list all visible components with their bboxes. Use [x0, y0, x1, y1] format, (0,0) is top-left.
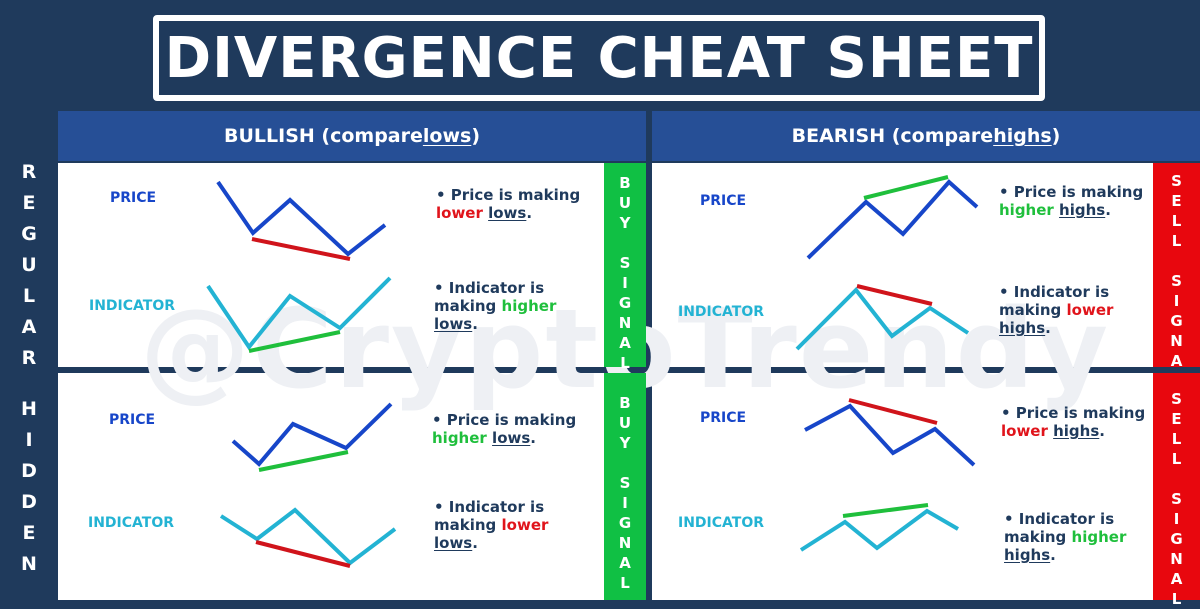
trendline-green-regular-bearish — [863, 175, 949, 200]
trendline-red-hidden-bearish — [848, 398, 938, 425]
desc-keyword: lows — [492, 429, 531, 447]
trendline-green-hidden-bearish — [842, 503, 929, 518]
desc-keyword: highs — [1004, 546, 1051, 564]
desc-text: • Indicator is — [434, 498, 545, 516]
desc-color-word: lower — [1066, 301, 1114, 319]
indicator-line-hidden-bullish — [219, 507, 397, 566]
header-bearish-prefix: BEARISH (compare — [791, 125, 994, 147]
trendline-green-hidden-bullish — [258, 450, 349, 472]
header-bearish: BEARISH (compare highs) — [652, 111, 1200, 161]
desc-end: . — [1099, 422, 1105, 440]
desc-indicator-hidden-bearish: • Indicator is making higher highs. — [1004, 510, 1174, 564]
price-line-regular-bearish — [806, 179, 979, 260]
desc-mid: making — [1004, 528, 1067, 546]
desc-mid: making — [999, 301, 1062, 319]
desc-price-regular-bullish: • Price is making lower lows. — [436, 186, 606, 222]
desc-color-word: lower — [1001, 422, 1048, 440]
label-price-regular-bullish: PRICE — [110, 190, 157, 206]
desc-end: . — [472, 534, 478, 552]
desc-text: • Indicator is — [999, 283, 1110, 301]
desc-text: • Indicator is — [434, 279, 545, 297]
label-price-regular-bearish: PRICE — [700, 193, 747, 209]
indicator-line-hidden-bearish — [799, 508, 960, 552]
trendline-red-regular-bearish — [856, 284, 933, 306]
desc-color-word: higher — [501, 297, 557, 315]
label-indicator-hidden-bearish: INDICATOR — [678, 515, 765, 531]
desc-color-word: higher — [432, 429, 487, 447]
desc-text: • Price is making — [436, 186, 581, 204]
header-bullish: BULLISH (compare lows) — [58, 111, 646, 161]
desc-indicator-regular-bullish: • Indicator is making higher lows. — [434, 279, 604, 333]
label-price-hidden-bearish: PRICE — [700, 410, 747, 426]
indicator-line-regular-bearish — [795, 286, 970, 351]
price-line-regular-bullish — [216, 180, 387, 257]
header-bullish-prefix: BULLISH (compare — [224, 125, 423, 147]
desc-keyword: lows — [434, 315, 473, 333]
label-indicator-regular-bullish: INDICATOR — [89, 298, 176, 314]
desc-color-word: lower — [436, 204, 483, 222]
trendline-red-regular-bullish — [251, 237, 351, 261]
desc-color-word: higher — [999, 201, 1054, 219]
desc-keyword: highs — [1053, 422, 1100, 440]
desc-indicator-hidden-bullish: • Indicator is making lower lows. — [434, 498, 604, 552]
panel-regular-bearish — [652, 163, 1153, 367]
desc-text: • Indicator is — [1004, 510, 1115, 528]
panel-hidden-bearish — [652, 373, 1153, 600]
title-box: DIVERGENCE CHEAT SHEET — [153, 15, 1045, 101]
header-bullish-suffix: ) — [471, 125, 480, 147]
desc-price-hidden-bullish: • Price is making higher lows. — [432, 411, 602, 447]
desc-end: . — [1050, 546, 1056, 564]
label-indicator-hidden-bullish: INDICATOR — [88, 515, 175, 531]
header-bullish-keyword: lows — [422, 125, 472, 147]
desc-end: . — [526, 204, 533, 222]
desc-keyword: lows — [488, 204, 527, 222]
page-title: DIVERGENCE CHEAT SHEET — [164, 25, 1034, 91]
desc-text: • Price is making — [999, 183, 1144, 201]
label-price-hidden-bullish: PRICE — [109, 412, 156, 428]
header-bearish-suffix: ) — [1051, 125, 1061, 147]
label-indicator-regular-bearish: INDICATOR — [678, 304, 765, 320]
desc-end: . — [530, 429, 536, 447]
trendline-green-regular-bullish — [248, 330, 341, 353]
price-line-hidden-bearish — [804, 403, 976, 467]
desc-keyword: lows — [434, 534, 473, 552]
desc-color-word: higher — [1071, 528, 1127, 546]
desc-keyword: highs — [999, 319, 1046, 337]
indicator-line-regular-bullish — [206, 276, 392, 351]
desc-text: • Price is making — [432, 411, 577, 429]
desc-mid: making — [434, 297, 497, 315]
desc-text: • Price is making — [1001, 404, 1146, 422]
desc-end: . — [1045, 319, 1051, 337]
desc-end: . — [472, 315, 478, 333]
desc-indicator-regular-bearish: • Indicator is making lower highs. — [999, 283, 1169, 337]
desc-color-word: lower — [501, 516, 549, 534]
header-bearish-keyword: highs — [993, 125, 1052, 147]
desc-price-hidden-bearish: • Price is making lower highs. — [1001, 404, 1171, 440]
desc-price-regular-bearish: • Price is making higher highs. — [999, 183, 1169, 219]
desc-end: . — [1105, 201, 1111, 219]
trendline-red-hidden-bullish — [255, 540, 351, 568]
desc-mid: making — [434, 516, 497, 534]
desc-keyword: highs — [1059, 201, 1106, 219]
price-line-hidden-bullish — [231, 402, 393, 467]
